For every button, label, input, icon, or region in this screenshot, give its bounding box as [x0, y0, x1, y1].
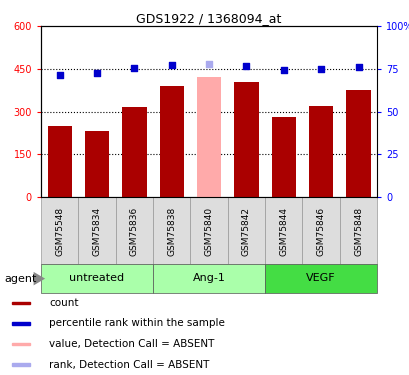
Bar [339, 197, 376, 264]
Text: Ang-1: Ang-1 [192, 273, 225, 284]
Text: GSM75836: GSM75836 [130, 207, 139, 256]
Bar [41, 264, 153, 292]
Bar [12, 322, 29, 325]
Point [317, 66, 324, 72]
Point [205, 61, 212, 67]
Bar [85, 131, 109, 197]
Bar [190, 197, 227, 264]
Bar [271, 117, 295, 197]
Point [354, 64, 361, 70]
Bar [346, 90, 370, 197]
Bar [302, 197, 339, 264]
Text: GSM75834: GSM75834 [92, 207, 101, 256]
Bar [47, 126, 72, 197]
Bar [12, 343, 29, 345]
Bar [122, 107, 146, 197]
Text: agent: agent [4, 274, 36, 284]
Text: rank, Detection Call = ABSENT: rank, Detection Call = ABSENT [49, 360, 209, 370]
Bar [115, 197, 153, 264]
Text: GSM75848: GSM75848 [353, 207, 362, 256]
Bar [159, 86, 184, 197]
Bar [308, 106, 333, 197]
Bar [265, 264, 376, 292]
Text: untreated: untreated [69, 273, 124, 284]
Bar [12, 363, 29, 366]
Point [94, 70, 100, 76]
Point [280, 68, 286, 74]
Text: VEGF: VEGF [306, 273, 335, 284]
Bar [78, 197, 115, 264]
Bar [227, 197, 265, 264]
Bar [265, 197, 302, 264]
Bar [12, 302, 29, 304]
Point [168, 63, 175, 69]
Text: GSM75846: GSM75846 [316, 207, 325, 256]
Bar [41, 197, 78, 264]
Bar [234, 82, 258, 197]
Text: count: count [49, 298, 79, 308]
Text: GSM75840: GSM75840 [204, 207, 213, 256]
Text: GSM75844: GSM75844 [279, 207, 288, 256]
Text: percentile rank within the sample: percentile rank within the sample [49, 318, 225, 328]
Bar [153, 197, 190, 264]
Point [243, 63, 249, 69]
Text: value, Detection Call = ABSENT: value, Detection Call = ABSENT [49, 339, 214, 349]
Bar [153, 264, 265, 292]
Bar [196, 78, 221, 197]
Title: GDS1922 / 1368094_at: GDS1922 / 1368094_at [136, 12, 281, 25]
Text: GSM75838: GSM75838 [167, 207, 176, 256]
Point [56, 72, 63, 78]
Text: GSM75842: GSM75842 [241, 207, 250, 256]
Point [131, 65, 137, 71]
Text: GSM75548: GSM75548 [55, 207, 64, 256]
